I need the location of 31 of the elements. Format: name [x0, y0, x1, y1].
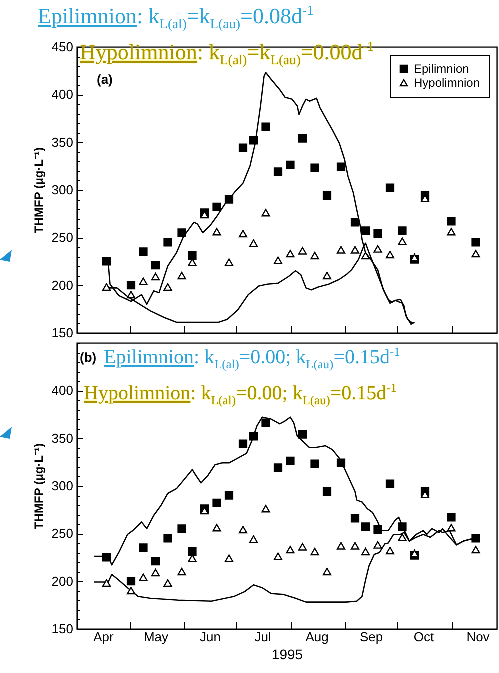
y-tick-label: 400 [52, 383, 74, 398]
x-tick-label: Apr [94, 630, 115, 644]
y-tick-label: 250 [52, 230, 74, 246]
y-tick-label: 300 [52, 182, 74, 198]
y-axis-title: THMFP (µg·L⁻¹) [32, 147, 46, 234]
y-tick-label: 200 [52, 574, 74, 589]
x-tick-label: Aug [306, 630, 329, 644]
x-tick-label: Nov [466, 630, 490, 644]
legend-label: Epilimnion [414, 62, 470, 76]
y-tick-label: 150 [52, 326, 74, 340]
text: Epilimnion: k$_{L(al)}$=k$_{L(au)}$=0.08d$^{-1}$ [38, 3, 314, 32]
y-tick-label: 150 [52, 622, 74, 636]
x-tick-label: Jun [200, 630, 221, 644]
y-tick-label: 450 [52, 40, 74, 54]
annotation: Hypolimnion: k$_{L(al)}$=0.00; k$_{L(au)}$=0.15d$^{-1}$ [84, 381, 397, 408]
y-tick-label: 200 [52, 278, 74, 293]
y-axis-title: THMFP (µg·L⁻¹) [32, 443, 46, 530]
y-tick-label: 250 [52, 526, 74, 542]
annotation: Epilimnion: k$_{L(al)}$=0.00; k$_{L(au)}$=0.15d$^{-1}$ [104, 345, 400, 372]
x-tick-label: Jul [254, 630, 272, 644]
y-tick-label: 350 [52, 430, 74, 446]
x-tick-label: Sep [360, 630, 384, 644]
x-axis-title: 1995 [272, 646, 304, 662]
y-tick-label: 300 [52, 478, 74, 494]
y-tick-label: 350 [52, 134, 74, 150]
x-tick-label: Oct [414, 630, 434, 644]
annotation: (a) [97, 72, 113, 87]
legend-label: Hypolimnion [414, 76, 480, 90]
x-tick-label: May [144, 630, 170, 644]
y-tick-label: 400 [52, 87, 74, 102]
annotation: (b) [80, 350, 97, 365]
